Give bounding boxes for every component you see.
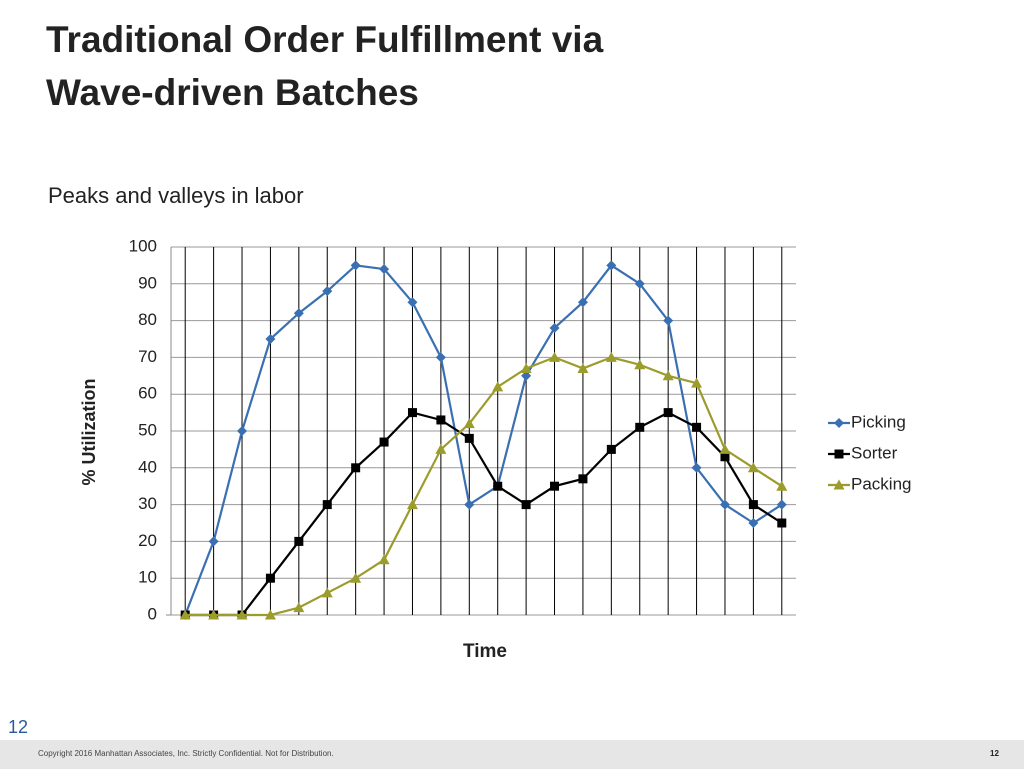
y-tick-label: 100 <box>129 236 157 255</box>
point <box>464 499 475 510</box>
y-tick-label: 40 <box>138 457 157 476</box>
point <box>464 433 474 443</box>
point <box>208 536 219 547</box>
point <box>293 602 305 613</box>
y-tick-label: 30 <box>138 494 157 513</box>
point <box>435 352 446 363</box>
point <box>463 418 475 429</box>
y-tick-label: 50 <box>138 420 157 439</box>
series-line <box>185 411 783 617</box>
point <box>834 449 844 459</box>
point <box>265 573 275 583</box>
point <box>776 480 788 491</box>
point <box>407 297 418 308</box>
point <box>691 462 702 473</box>
point <box>634 359 646 370</box>
point <box>237 426 248 436</box>
point <box>549 322 560 333</box>
point <box>294 536 304 546</box>
point <box>492 381 504 392</box>
y-tick-label: 90 <box>138 273 157 292</box>
legend-label: Sorter <box>851 443 898 462</box>
slide-number: 12 <box>8 717 28 737</box>
point <box>719 443 731 454</box>
point <box>834 418 844 428</box>
point <box>264 609 276 620</box>
series-line <box>184 263 783 616</box>
point <box>663 315 674 326</box>
y-tick-label: 80 <box>138 310 157 329</box>
point <box>833 479 845 490</box>
point <box>378 554 390 565</box>
point <box>549 351 561 362</box>
point <box>265 334 276 344</box>
point <box>379 264 390 275</box>
legend-label: Packing <box>851 474 911 493</box>
point <box>662 370 674 381</box>
point <box>521 500 531 510</box>
point <box>179 609 191 620</box>
point <box>606 444 616 454</box>
point <box>208 609 220 620</box>
point <box>322 500 332 510</box>
series-line <box>185 356 783 617</box>
point <box>720 452 730 462</box>
point <box>322 286 333 297</box>
y-tick-label: 20 <box>138 531 157 550</box>
y-tick-label: 70 <box>138 347 157 366</box>
point <box>777 518 787 528</box>
point <box>406 499 418 510</box>
point <box>236 609 248 620</box>
title-line: Traditional Order Fulfillment via <box>46 19 604 60</box>
point <box>776 499 787 510</box>
footer-page: 12 <box>990 749 999 758</box>
y-tick-label: 60 <box>138 384 157 403</box>
point <box>321 587 333 598</box>
point <box>748 500 758 510</box>
footer: Copyright 2016 Manhattan Associates, Inc… <box>38 749 334 758</box>
point <box>351 463 361 473</box>
point <box>436 415 446 425</box>
point <box>635 422 645 432</box>
y-tick-label: 10 <box>138 568 157 587</box>
point <box>719 499 730 510</box>
point <box>577 297 588 308</box>
x-axis-label: Time <box>463 641 507 662</box>
point <box>577 362 589 373</box>
subtitle: Peaks and valleys in labor <box>48 183 304 208</box>
point <box>691 377 703 388</box>
point <box>293 308 304 319</box>
legend-label: Picking <box>851 412 906 431</box>
point <box>606 260 617 271</box>
point <box>747 462 759 473</box>
y-axis-label: % Utilization <box>79 379 99 486</box>
point <box>692 422 702 432</box>
point <box>521 370 532 381</box>
point <box>748 518 759 528</box>
point <box>407 408 417 418</box>
footer-bar <box>0 740 1024 769</box>
point <box>578 474 588 484</box>
title-line: Wave-driven Batches <box>46 72 419 113</box>
point <box>435 443 447 454</box>
point <box>520 362 532 373</box>
point <box>550 481 560 491</box>
point <box>350 260 361 271</box>
point <box>605 351 617 362</box>
point <box>350 572 362 583</box>
point <box>663 408 673 418</box>
y-tick-label: 0 <box>148 604 157 623</box>
point <box>493 481 503 491</box>
point <box>634 278 645 289</box>
point <box>379 437 389 447</box>
